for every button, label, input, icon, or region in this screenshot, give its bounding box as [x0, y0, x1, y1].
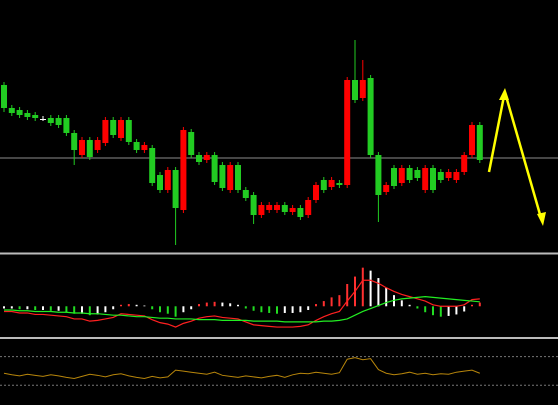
- candle-body: [406, 168, 413, 180]
- oscillator-line: [3, 357, 480, 379]
- candle-body: [63, 118, 70, 133]
- plot-layer: [0, 40, 558, 386]
- candle-body: [398, 168, 405, 183]
- candle-body: [86, 140, 93, 157]
- candle-body: [188, 132, 195, 155]
- candle-body: [219, 165, 226, 188]
- candle-body: [383, 185, 390, 192]
- candle-body: [414, 170, 421, 178]
- candle-body: [422, 168, 429, 190]
- candle-body: [250, 195, 257, 215]
- candle-body: [110, 120, 117, 135]
- candle-body: [367, 78, 374, 155]
- candle-body: [8, 108, 15, 113]
- candle-body: [40, 119, 46, 120]
- candle-body: [266, 205, 273, 210]
- candle-body: [375, 155, 382, 195]
- candle-body: [157, 175, 163, 190]
- candle-body: [32, 115, 39, 118]
- candle-body: [352, 80, 358, 100]
- candle-body: [305, 200, 312, 215]
- candle-body: [203, 155, 210, 160]
- candle-body: [258, 205, 265, 215]
- candle-body: [16, 110, 23, 115]
- candle-body: [55, 118, 62, 125]
- indicator-line: [4, 296, 480, 323]
- candle-body: [196, 155, 202, 162]
- candle-body: [336, 183, 343, 185]
- candle-body: [344, 80, 351, 185]
- candle-body: [430, 168, 436, 190]
- candle-body: [47, 118, 54, 123]
- candle-body: [125, 120, 132, 142]
- candle-body: [453, 172, 460, 180]
- candle-body: [133, 142, 140, 150]
- candle-body: [102, 120, 109, 143]
- candle-body: [445, 172, 452, 178]
- candle-body: [180, 130, 187, 210]
- candle-body: [94, 140, 101, 150]
- candle-body: [71, 133, 78, 150]
- candle-body: [297, 208, 304, 217]
- candle-body: [476, 125, 483, 160]
- candle-body: [320, 180, 327, 190]
- candle-body: [172, 170, 179, 208]
- candle-body: [469, 125, 475, 155]
- candle-body: [235, 165, 241, 190]
- candle-body: [227, 165, 234, 190]
- candle-body: [149, 148, 156, 183]
- candle-body: [79, 140, 85, 155]
- candle-body: [281, 205, 288, 212]
- candle-body: [242, 190, 249, 198]
- candle-body: [359, 80, 366, 98]
- candle-body: [391, 168, 397, 186]
- forecast-arrow: [487, 88, 546, 226]
- candle-body: [437, 172, 444, 180]
- candle-body: [164, 170, 171, 190]
- candle-body: [118, 120, 124, 138]
- candle-body: [313, 185, 319, 200]
- candle-body: [211, 155, 218, 182]
- candle-body: [274, 205, 280, 210]
- candle-body: [141, 145, 148, 150]
- candle-body: [24, 113, 31, 117]
- candle-body: [461, 155, 468, 172]
- candle-body: [328, 180, 335, 187]
- candle-body: [289, 208, 296, 212]
- candle-body: [1, 85, 7, 108]
